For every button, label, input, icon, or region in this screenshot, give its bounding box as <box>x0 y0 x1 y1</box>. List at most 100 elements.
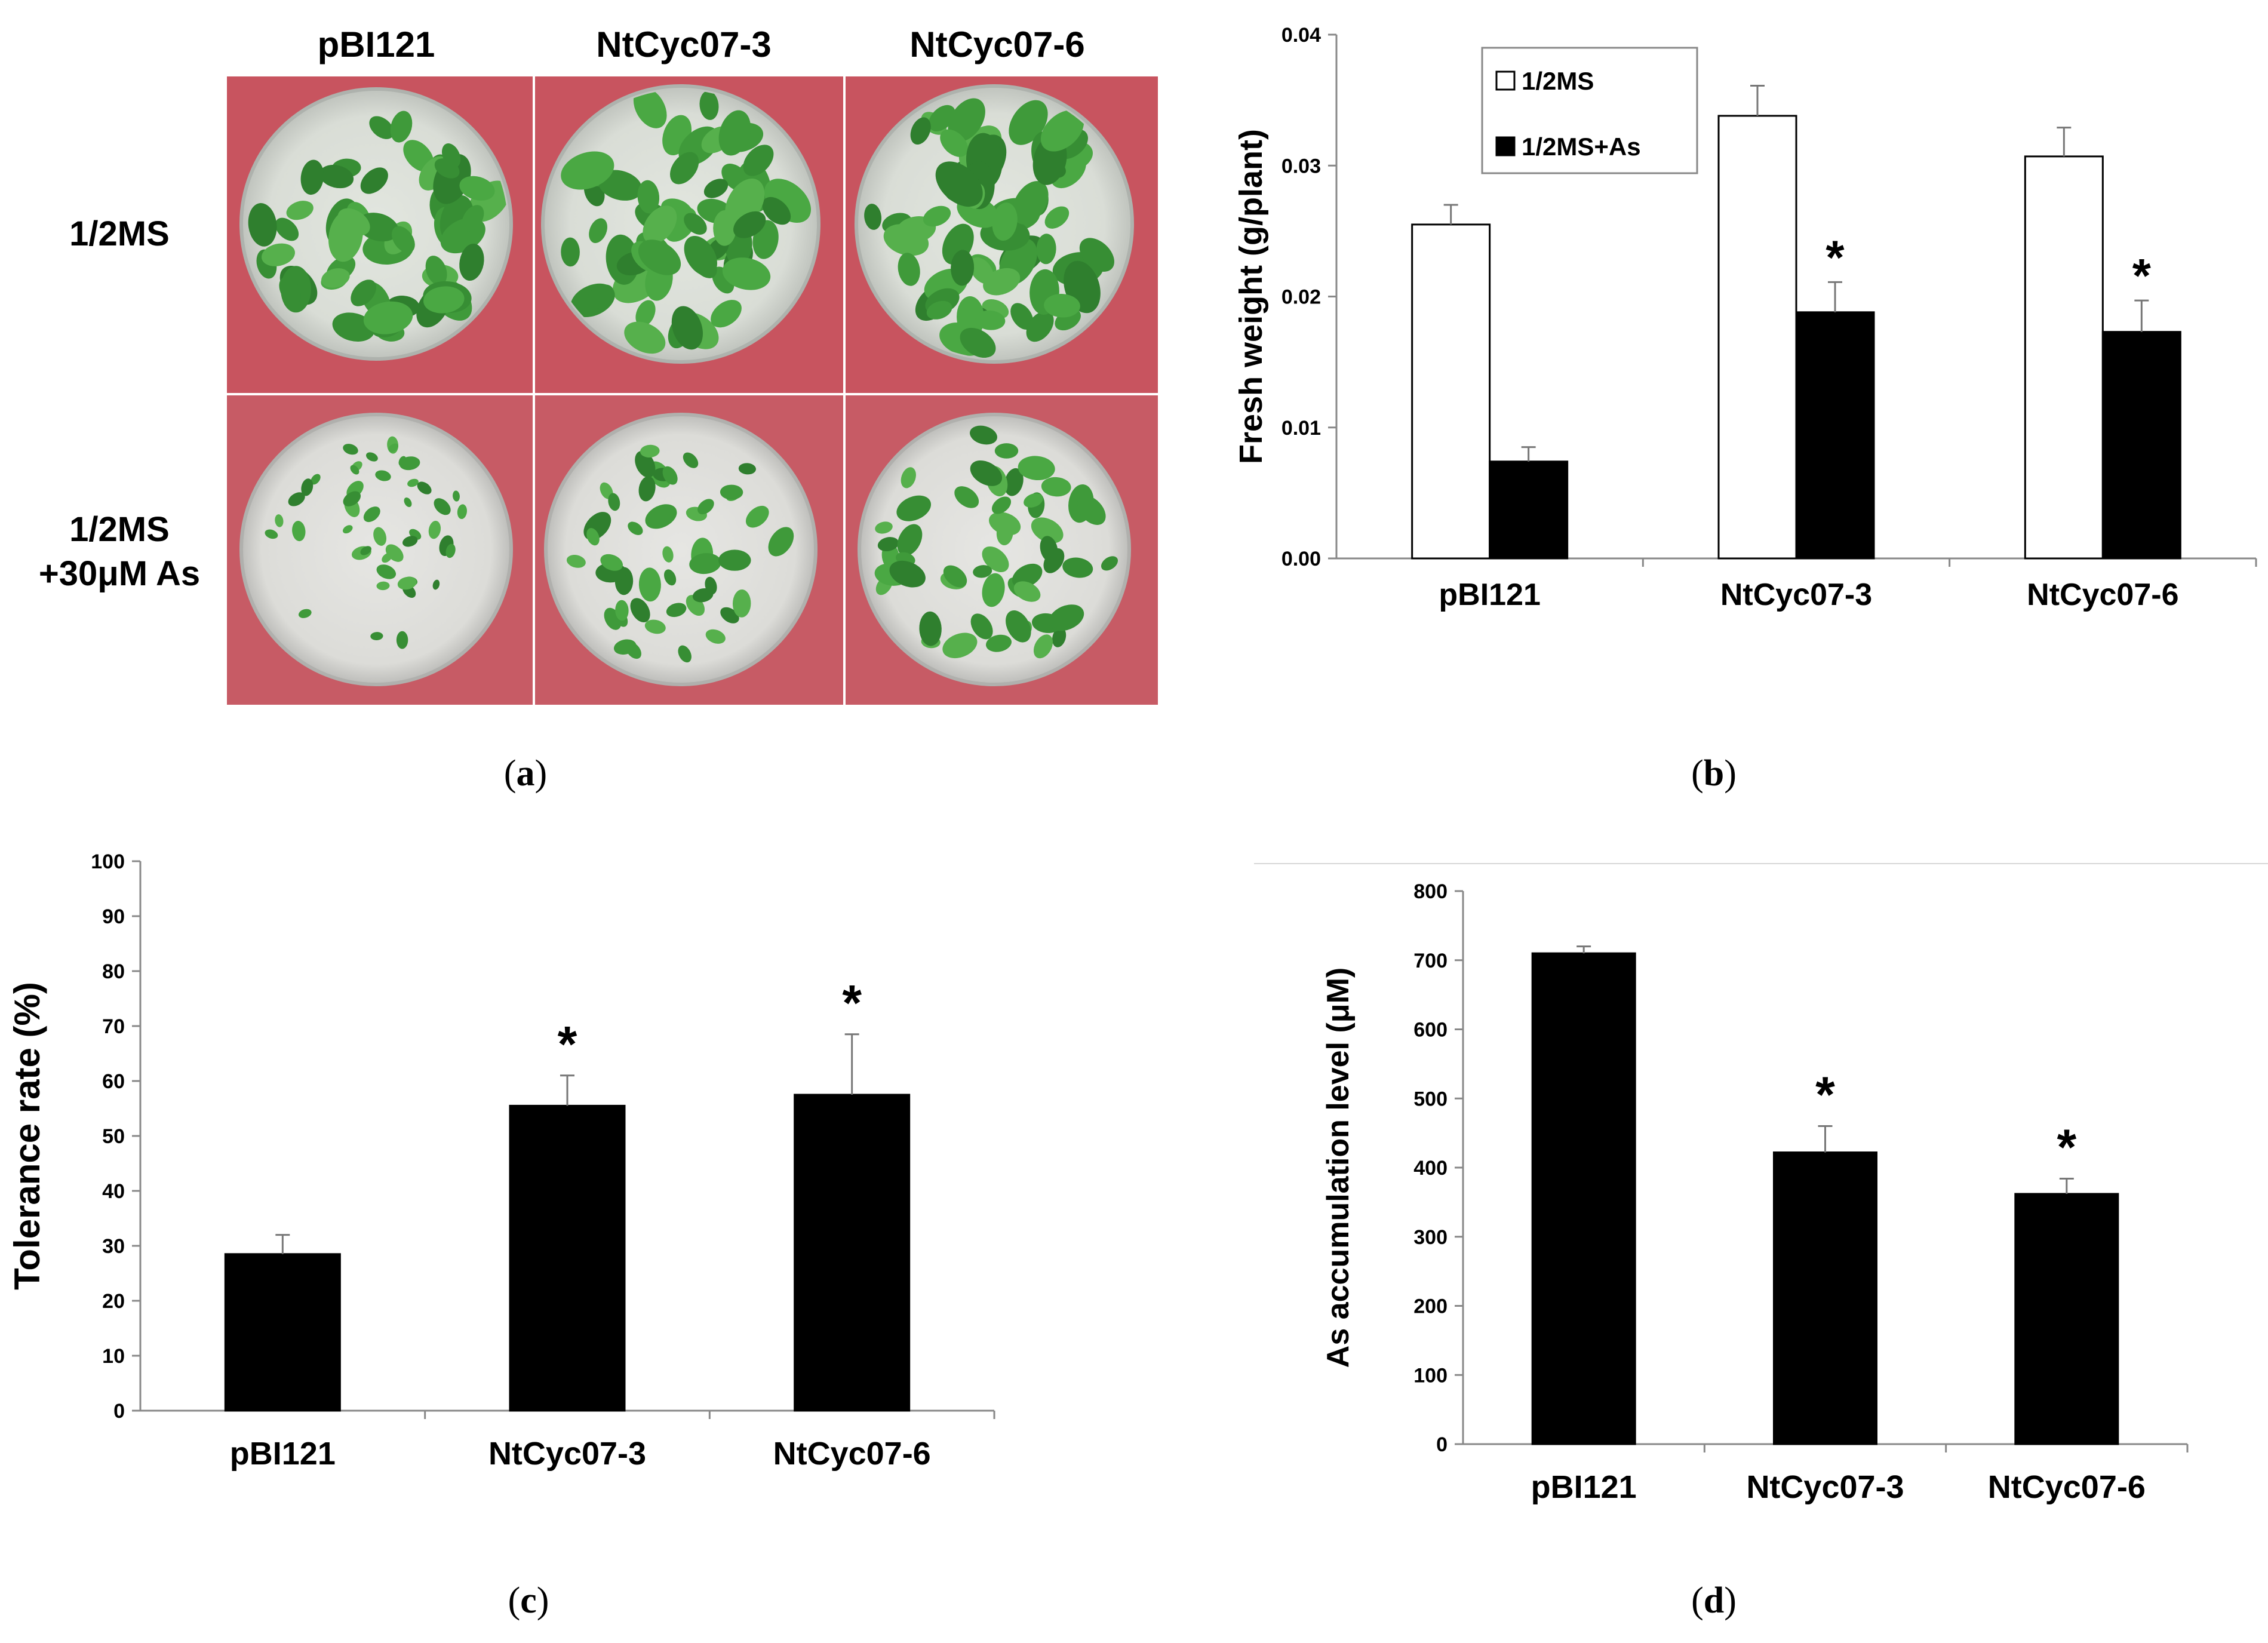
seedling-leaf <box>398 456 407 466</box>
y-tick-label: 100 <box>1413 1364 1448 1387</box>
photo-row-label: 1/2MS +30μM As <box>38 510 201 593</box>
seedling-leaf <box>745 505 769 528</box>
seedling-leaf <box>705 576 717 595</box>
seedling-leaf <box>1012 181 1049 225</box>
seedling-leaf <box>638 476 656 502</box>
seedling-leaf <box>300 159 324 195</box>
seedling-leaf <box>633 90 667 128</box>
seedling-leaf <box>404 497 412 507</box>
seedling-leaf <box>877 537 899 552</box>
seedling-leaf <box>983 268 1021 296</box>
seedling-leaf <box>1010 303 1034 330</box>
seedling-leaf <box>396 631 408 649</box>
x-tick-label: NtCyc07-6 <box>2027 578 2178 612</box>
seedling-leaf <box>351 280 377 306</box>
seedling-leaf <box>733 211 766 238</box>
seedling-leaf <box>434 498 451 515</box>
seedling-leaf <box>608 493 620 511</box>
seedling-leaf <box>417 481 432 495</box>
seedling-leaf <box>357 213 399 242</box>
seedling-leaf <box>321 268 350 288</box>
significance-mark: * <box>558 1016 577 1072</box>
as-accumulation-chart: 0 100 200 300 400 500 600 700 800 As accumulation… <box>1321 880 2189 1505</box>
seedling-leaf <box>638 239 681 275</box>
seedling-leaf <box>643 205 677 244</box>
y-axis-label: Tolerance rate (%) <box>7 982 47 1290</box>
seedling-leaf <box>262 243 295 266</box>
seedling-leaf <box>960 327 996 358</box>
seedling-leaf <box>459 243 484 281</box>
seedling-leaf <box>935 161 983 207</box>
seedling-leaf <box>1026 311 1054 342</box>
y-tick-label: 70 <box>102 1015 125 1038</box>
seedling-leaf <box>1043 548 1065 573</box>
seedling-leaf <box>919 611 942 646</box>
seedling-leaf <box>301 478 314 496</box>
seedling-leaf <box>768 527 794 557</box>
seedling-leaf <box>638 567 661 602</box>
y-axis-label: Fresh weight (g/plant) <box>1233 129 1269 464</box>
bar <box>1531 952 1636 1445</box>
seedling-leaf <box>275 217 299 241</box>
y-tick-label: 0.01 <box>1281 417 1321 440</box>
seedling-leaf <box>1031 517 1064 543</box>
seedling-leaf <box>720 484 743 500</box>
seedling-leaf <box>566 555 586 568</box>
seedling-leaf <box>910 117 931 145</box>
bar <box>1489 460 1569 560</box>
seedling-leaf <box>940 129 968 157</box>
significance-mark: * <box>842 975 862 1031</box>
seedling-leaf <box>732 589 751 618</box>
y-tick-label: 80 <box>102 960 125 983</box>
seedling-leaf <box>265 529 278 539</box>
seedling-leaf <box>689 553 721 575</box>
seedling-leaf <box>600 554 623 571</box>
seedling-leaf <box>637 180 660 214</box>
seedling-leaf <box>613 639 637 655</box>
seedling-leaf <box>970 613 993 640</box>
seedling-leaf <box>991 496 1012 514</box>
seedling-leaf <box>722 257 771 290</box>
seedling-leaf <box>392 226 415 253</box>
seedling-leaf <box>926 300 952 320</box>
y-tick-label: 500 <box>1413 1088 1448 1110</box>
significance-mark: * <box>2057 1119 2076 1175</box>
seedling-leaf <box>561 237 580 267</box>
bar <box>224 1253 341 1412</box>
bar <box>1717 115 1797 560</box>
seedling-leaf <box>992 202 1018 241</box>
seedling-leaf <box>994 443 1019 459</box>
seedling-leaf <box>666 603 687 618</box>
seedling-leaf <box>428 520 441 539</box>
seedling-leaf <box>663 569 677 586</box>
seedling-leaf <box>434 158 460 179</box>
seedling-leaf <box>718 549 751 571</box>
significance-mark: * <box>1826 231 1845 284</box>
seedling-leaf <box>373 527 387 546</box>
seedling-leaf <box>640 444 660 458</box>
seedling-leaf <box>713 210 737 246</box>
panel-label-d: (d) <box>1691 1580 1737 1621</box>
photo-row-label: 1/2MS <box>69 214 170 253</box>
x-tick-label: NtCyc07-3 <box>1746 1469 1904 1505</box>
seedling-leaf <box>1052 627 1067 647</box>
seedling-leaf <box>951 250 975 286</box>
seedling-leaf <box>705 629 726 644</box>
seedling-leaf <box>738 463 756 475</box>
legend <box>1481 47 1698 174</box>
x-tick-label: NtCyc07-3 <box>1720 578 1872 612</box>
y-tick-label: 20 <box>102 1290 125 1313</box>
seedling-leaf <box>615 600 629 621</box>
y-tick-label: 30 <box>102 1235 125 1258</box>
seedling-leaf <box>369 116 394 139</box>
seedling-leaf <box>350 465 359 475</box>
seedling-leaf <box>432 579 440 590</box>
seedling-leaf <box>743 145 774 176</box>
seedling-leaf <box>662 466 678 485</box>
seedling-leaf <box>286 201 314 220</box>
seedling-leaf <box>586 284 614 309</box>
y-tick-label: 0.00 <box>1281 548 1321 570</box>
seedling-leaf <box>635 300 656 327</box>
seedling-leaf <box>703 179 729 198</box>
y-tick-label: 800 <box>1413 880 1448 903</box>
